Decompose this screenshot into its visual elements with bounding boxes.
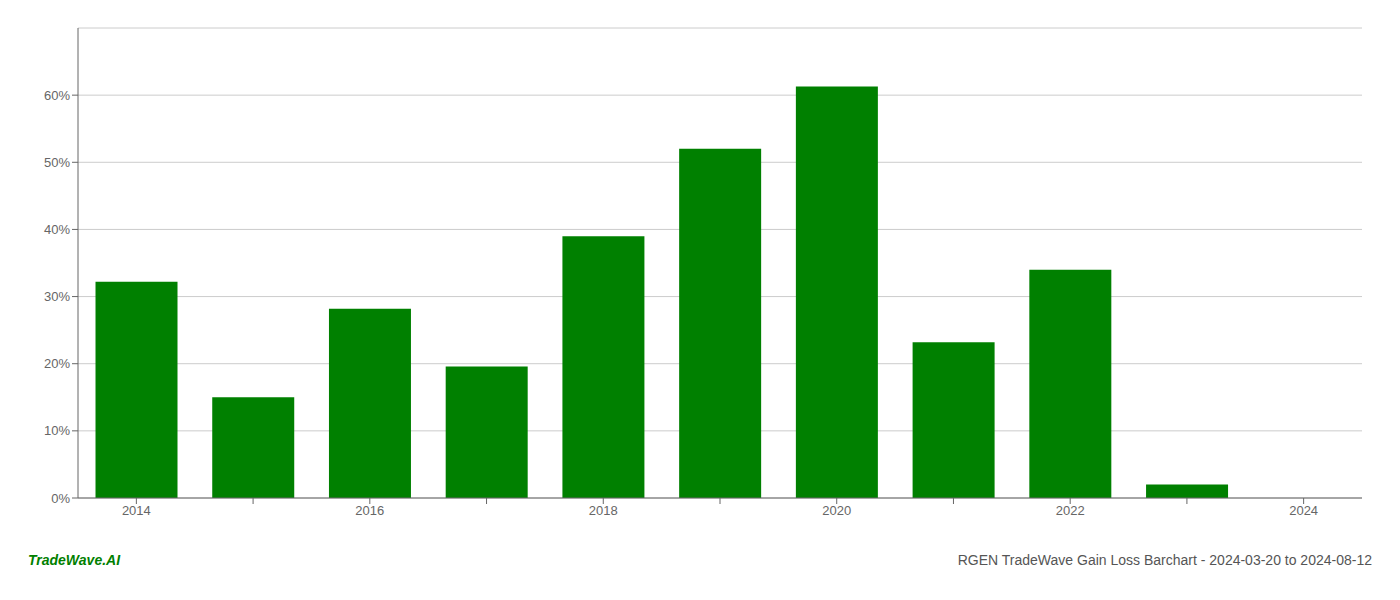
svg-text:0%: 0%	[51, 491, 70, 506]
svg-text:50%: 50%	[44, 155, 70, 170]
svg-text:20%: 20%	[44, 356, 70, 371]
svg-text:2014: 2014	[122, 503, 151, 518]
html-text:TradeWave.AI: TradeWave.AI	[28, 552, 121, 568]
svg-text:2020: 2020	[822, 503, 851, 518]
svg-text:2016: 2016	[355, 503, 384, 518]
svg-text:40%: 40%	[44, 222, 70, 237]
svg-text:10%: 10%	[44, 423, 70, 438]
html-text:RGEN TradeWave Gain Loss Barch: RGEN TradeWave Gain Loss Barchart - 2024…	[957, 552, 1372, 568]
svg-text:2022: 2022	[1056, 503, 1085, 518]
svg-text:30%: 30%	[44, 289, 70, 304]
svg-text:2018: 2018	[589, 503, 618, 518]
svg-text:60%: 60%	[44, 88, 70, 103]
svg-text:2024: 2024	[1289, 503, 1318, 518]
